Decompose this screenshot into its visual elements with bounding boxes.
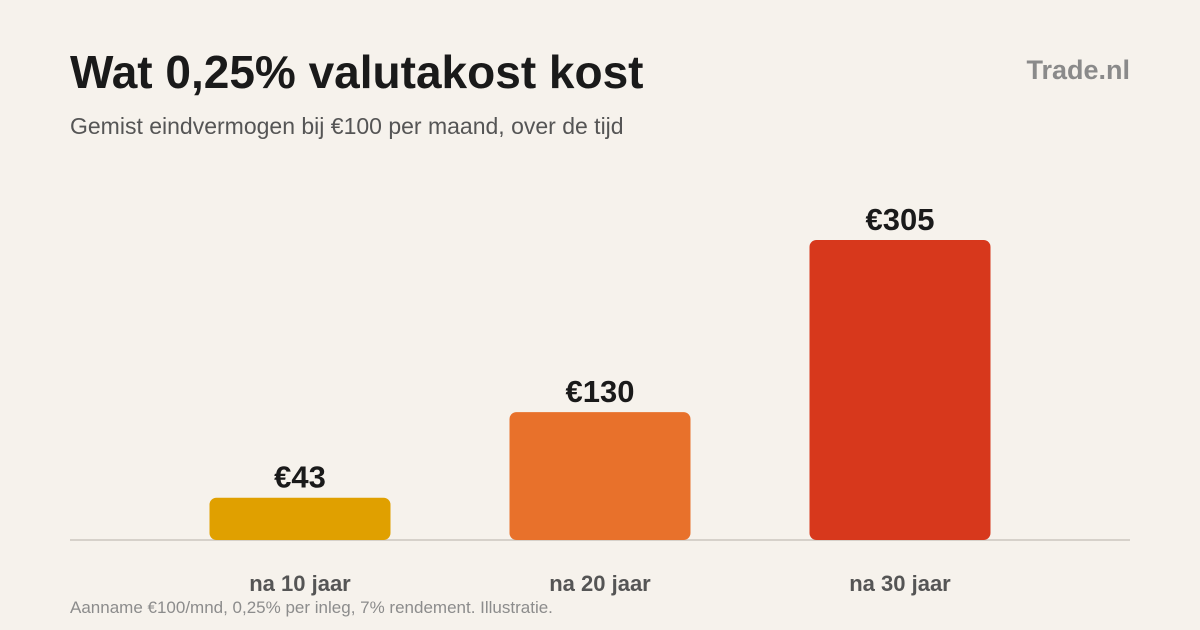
- category-label-2: na 20 jaar: [549, 571, 651, 596]
- bar-value-label-2: €130: [566, 374, 635, 409]
- bar-value-label-3: €305: [866, 202, 935, 237]
- category-label-1: na 10 jaar: [249, 571, 351, 596]
- bar-1: [209, 497, 391, 540]
- category-label-3: na 30 jaar: [849, 571, 951, 596]
- chart-title: Wat 0,25% valutakost kost: [70, 46, 644, 98]
- footnote: Aanname €100/mnd, 0,25% per inleg, 7% re…: [70, 598, 553, 617]
- bar-3: [809, 240, 991, 540]
- bar-2: [509, 412, 691, 540]
- brand-logo-text[interactable]: Trade.nl: [1026, 55, 1130, 85]
- chart-subtitle: Gemist eindvermogen bij €100 per maand, …: [70, 113, 624, 139]
- bar-value-label-1: €43: [274, 460, 326, 495]
